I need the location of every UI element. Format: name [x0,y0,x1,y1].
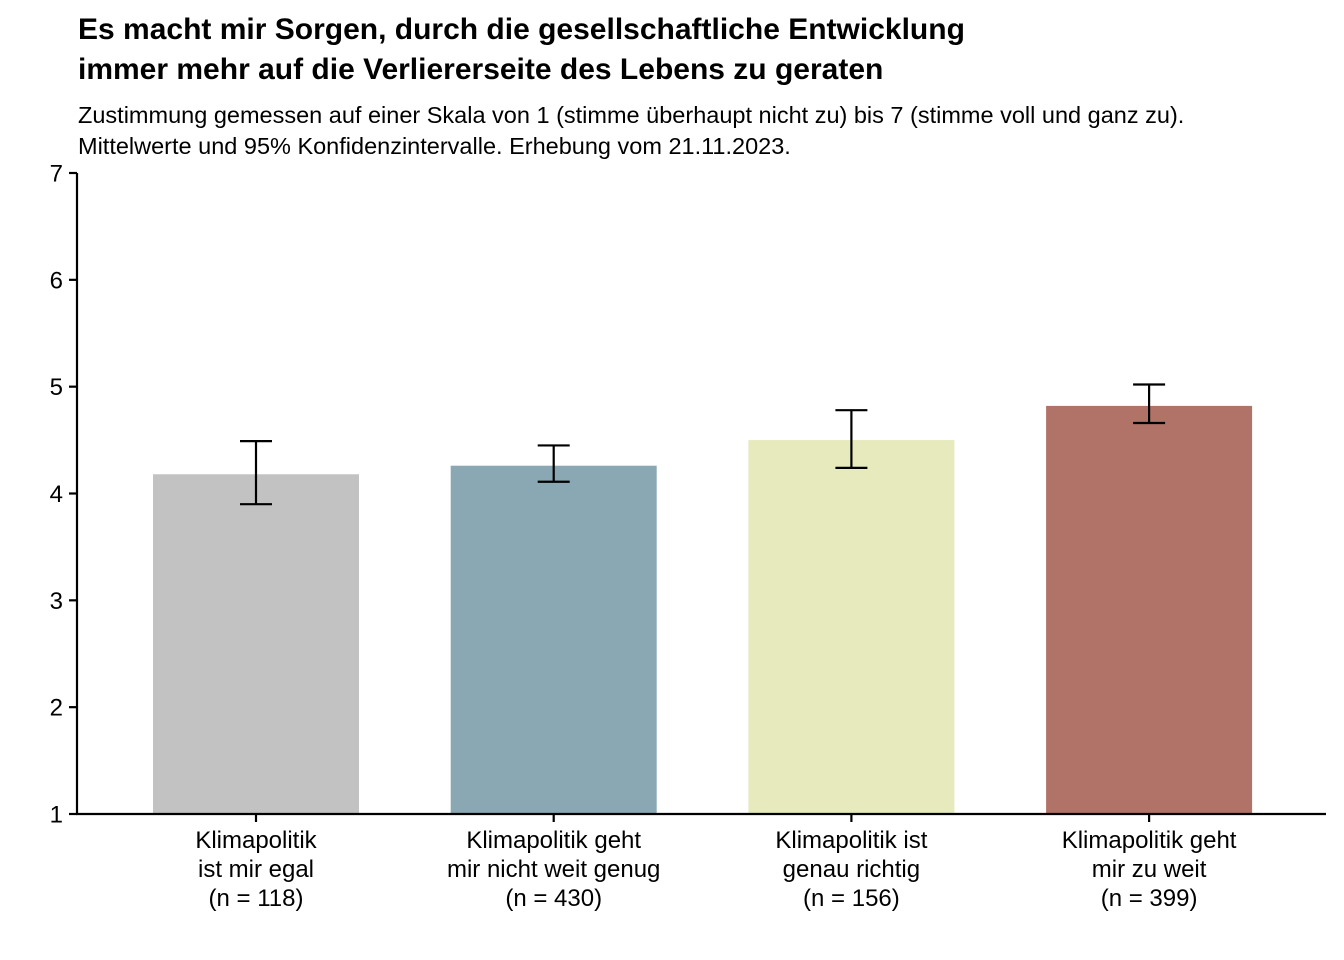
chart-subtitle-line-2: Mittelwerte und 95% Konfidenzintervalle.… [78,133,791,159]
category-label-3-line-3: (n = 156) [803,885,900,912]
bar-1 [153,474,359,814]
category-label-4-line-3: (n = 399) [1101,885,1198,912]
chart-subtitle-line-1: Zustimmung gemessen auf einer Skala von … [78,102,1185,128]
y-tick-label-1: 1 [50,802,63,829]
category-label-2-line-3: (n = 430) [505,885,602,912]
category-label-1-line-1: Klimapolitik [195,827,317,854]
chart-header: Es macht mir Sorgen, durch die gesellsch… [78,10,1184,162]
category-label-1-line-3: (n = 118) [209,885,304,912]
y-tick-label-3: 3 [50,588,63,615]
chart-title-line-1: Es macht mir Sorgen, durch die gesellsch… [78,13,965,46]
bar-4 [1046,405,1253,814]
bar-3 [748,440,955,814]
chart-title-line-2: immer mehr auf die Verliererseite des Le… [78,53,884,86]
y-tick-label-6: 6 [50,267,63,294]
category-label-2-line-1: Klimapolitik geht [466,827,641,854]
category-label-3-line-1: Klimapolitik ist [775,827,927,854]
chart-title: Es macht mir Sorgen, durch die gesellsch… [78,10,1184,90]
y-tick-label-5: 5 [50,374,63,401]
y-tick-label-7: 7 [50,161,63,188]
category-label-4-line-1: Klimapolitik geht [1062,827,1237,854]
category-label-3-line-2: genau richtig [783,856,920,883]
chart-subtitle: Zustimmung gemessen auf einer Skala von … [78,100,1184,162]
bar-2 [450,465,657,814]
category-label-4-line-2: mir zu weit [1092,856,1207,883]
y-tick-label-4: 4 [50,481,63,508]
y-tick-label-2: 2 [50,695,63,722]
category-label-2-line-2: mir nicht weit genug [447,856,660,883]
category-label-1-line-2: ist mir egal [198,856,314,883]
